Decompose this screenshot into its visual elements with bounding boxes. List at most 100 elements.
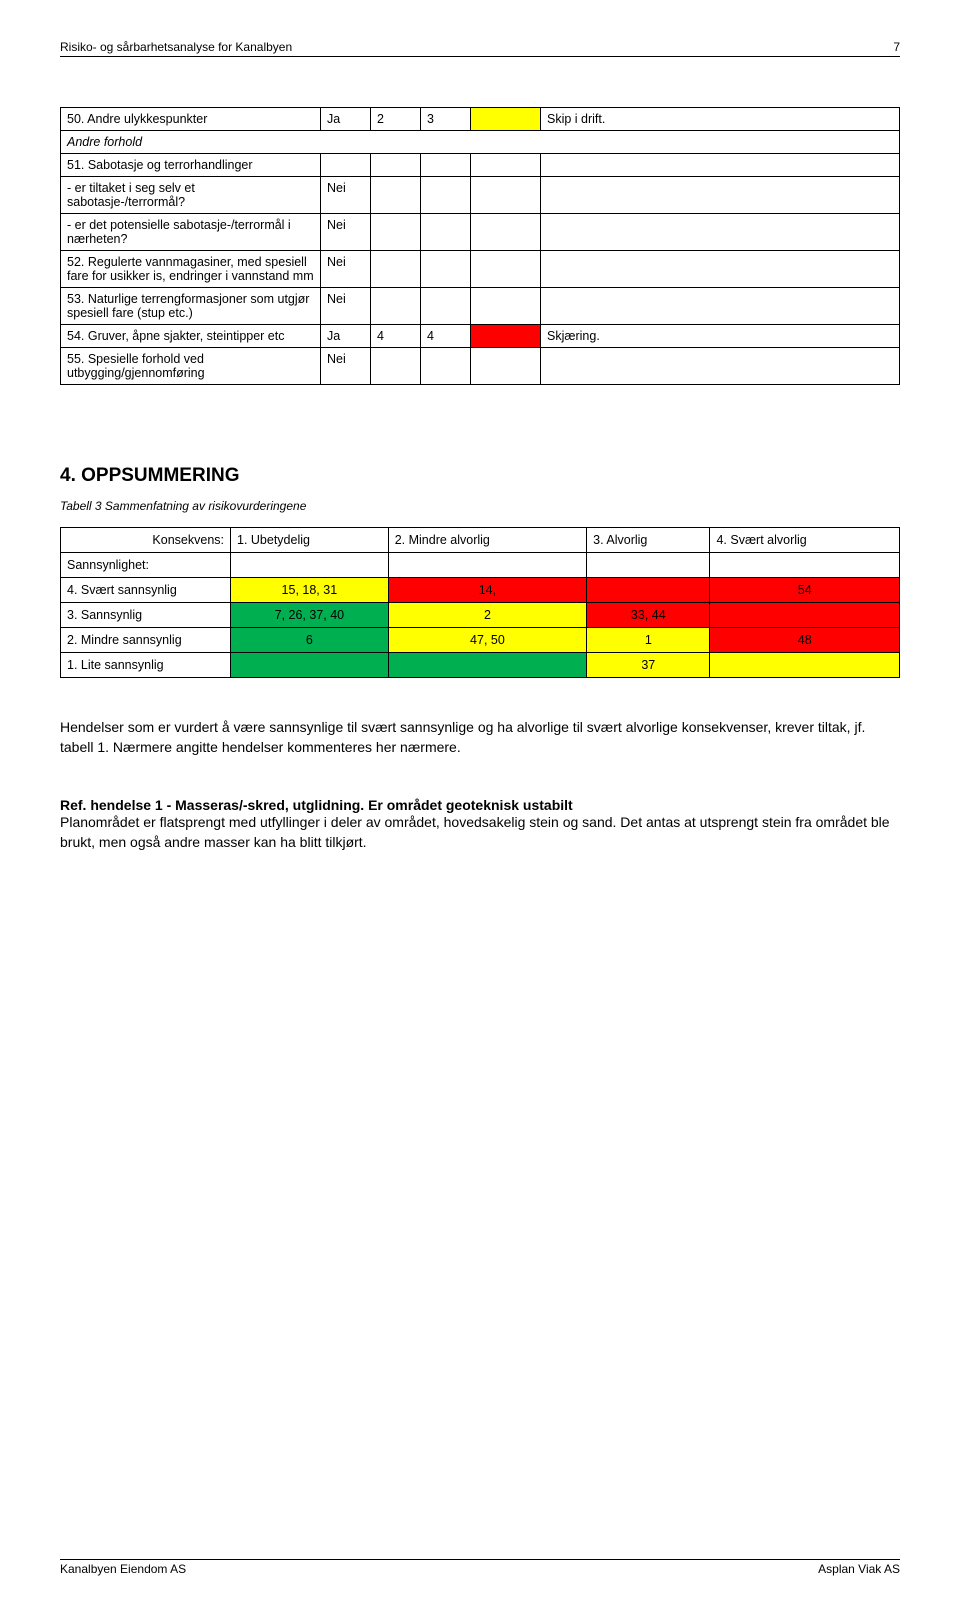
prob-cell: [371, 177, 421, 214]
cons-cell: [421, 348, 471, 385]
table-row: 53. Naturlige terrengformasjoner som utg…: [61, 288, 900, 325]
comment-cell: Skjæring.: [541, 325, 900, 348]
empty-cell: [388, 553, 586, 578]
prob-cell: [371, 251, 421, 288]
table-row: - er det potensielle sabotasje-/terrormå…: [61, 214, 900, 251]
cons-cell: [421, 251, 471, 288]
yesno-cell: [321, 154, 371, 177]
color-cell: [471, 251, 541, 288]
table-row: Andre forhold: [61, 131, 900, 154]
header-title: Risiko- og sårbarhetsanalyse for Kanalby…: [60, 40, 292, 54]
desc-cell: 54. Gruver, åpne sjakter, steintipper et…: [61, 325, 321, 348]
color-cell: [471, 108, 541, 131]
cons-cell: 3: [421, 108, 471, 131]
cons-cell: [421, 214, 471, 251]
col-header: 1. Ubetydelig: [231, 528, 389, 553]
summary-cell: 1: [587, 628, 710, 653]
table-row: - er tiltaket i seg selv et sabotasje-/t…: [61, 177, 900, 214]
prob-cell: [371, 214, 421, 251]
yesno-cell: Nei: [321, 288, 371, 325]
prob-cell: [371, 154, 421, 177]
row-label: 4. Svært sannsynlig: [61, 578, 231, 603]
row-label: 2. Mindre sannsynlig: [61, 628, 231, 653]
desc-cell: - er det potensielle sabotasje-/terrormå…: [61, 214, 321, 251]
color-cell: [471, 154, 541, 177]
desc-cell: 52. Regulerte vannmagasiner, med spesiel…: [61, 251, 321, 288]
table-caption: Tabell 3 Sammenfatning av risikovurderin…: [60, 499, 900, 513]
empty-cell: [710, 553, 900, 578]
prob-cell: [371, 348, 421, 385]
summary-cell: [710, 653, 900, 678]
desc-cell: 51. Sabotasje og terrorhandlinger: [61, 154, 321, 177]
page-footer: Kanalbyen Eiendom AS Asplan Viak AS: [60, 1559, 900, 1576]
color-cell: [471, 348, 541, 385]
cons-cell: 4: [421, 325, 471, 348]
summary-cell: 48: [710, 628, 900, 653]
ref-heading: Ref. hendelse 1 - Masseras/-skred, utgli…: [60, 797, 900, 813]
summary-table: Konsekvens:1. Ubetydelig2. Mindre alvorl…: [60, 527, 900, 678]
summary-cell: [231, 653, 389, 678]
table-row: 54. Gruver, åpne sjakter, steintipper et…: [61, 325, 900, 348]
table-row: 51. Sabotasje og terrorhandlinger: [61, 154, 900, 177]
summary-sublabel-row: Sannsynlighet:: [61, 553, 900, 578]
yesno-cell: Ja: [321, 325, 371, 348]
cons-cell: [421, 288, 471, 325]
comment-cell: [541, 154, 900, 177]
page-header: Risiko- og sårbarhetsanalyse for Kanalby…: [60, 40, 900, 57]
risk-table: 50. Andre ulykkespunkterJa23Skip i drift…: [60, 107, 900, 385]
ref-body: Planområdet er flatsprengt med utfylling…: [60, 813, 900, 852]
cons-cell: [421, 177, 471, 214]
desc-cell: 55. Spesielle forhold ved utbygging/gjen…: [61, 348, 321, 385]
table-row: 50. Andre ulykkespunkterJa23 Skip i drift…: [61, 108, 900, 131]
comment-cell: [541, 177, 900, 214]
section-cell: Andre forhold: [61, 131, 900, 154]
summary-cell: 6: [231, 628, 389, 653]
prob-cell: 2: [371, 108, 421, 131]
col-header: 2. Mindre alvorlig: [388, 528, 586, 553]
yesno-cell: Nei: [321, 214, 371, 251]
desc-cell: 53. Naturlige terrengformasjoner som utg…: [61, 288, 321, 325]
table-row: 55. Spesielle forhold ved utbygging/gjen…: [61, 348, 900, 385]
color-cell: [471, 177, 541, 214]
footer-right: Asplan Viak AS: [818, 1562, 900, 1576]
table-row: 52. Regulerte vannmagasiner, med spesiel…: [61, 251, 900, 288]
summary-cell: 54: [710, 578, 900, 603]
summary-cell: 2: [388, 603, 586, 628]
sannsynlighet-label: Sannsynlighet:: [61, 553, 231, 578]
body-paragraph: Hendelser som er vurdert å være sannsynl…: [60, 718, 900, 757]
summary-row: 1. Lite sannsynlig 37: [61, 653, 900, 678]
summary-cell: [587, 578, 710, 603]
color-cell: [471, 288, 541, 325]
row-label: 1. Lite sannsynlig: [61, 653, 231, 678]
empty-cell: [231, 553, 389, 578]
section-heading: 4. OPPSUMMERING: [60, 465, 900, 487]
konsekvens-label: Konsekvens:: [61, 528, 231, 553]
row-label: 3. Sannsynlig: [61, 603, 231, 628]
color-cell: [471, 325, 541, 348]
comment-cell: [541, 288, 900, 325]
desc-cell: - er tiltaket i seg selv et sabotasje-/t…: [61, 177, 321, 214]
cons-cell: [421, 154, 471, 177]
summary-cell: 47, 50: [388, 628, 586, 653]
footer-left: Kanalbyen Eiendom AS: [60, 1562, 186, 1576]
summary-cell: 7, 26, 37, 40: [231, 603, 389, 628]
col-header: 3. Alvorlig: [587, 528, 710, 553]
comment-cell: [541, 214, 900, 251]
summary-cell: 15, 18, 31: [231, 578, 389, 603]
summary-cell: 33, 44: [587, 603, 710, 628]
summary-row: 4. Svært sannsynlig15, 18, 3114, 54: [61, 578, 900, 603]
desc-cell: 50. Andre ulykkespunkter: [61, 108, 321, 131]
empty-cell: [587, 553, 710, 578]
summary-cell: 14,: [388, 578, 586, 603]
color-cell: [471, 214, 541, 251]
comment-cell: Skip i drift.: [541, 108, 900, 131]
summary-cell: [388, 653, 586, 678]
yesno-cell: Ja: [321, 108, 371, 131]
comment-cell: [541, 251, 900, 288]
summary-cell: [710, 603, 900, 628]
col-header: 4. Svært alvorlig: [710, 528, 900, 553]
header-page-number: 7: [893, 40, 900, 54]
summary-cell: 37: [587, 653, 710, 678]
prob-cell: 4: [371, 325, 421, 348]
comment-cell: [541, 348, 900, 385]
